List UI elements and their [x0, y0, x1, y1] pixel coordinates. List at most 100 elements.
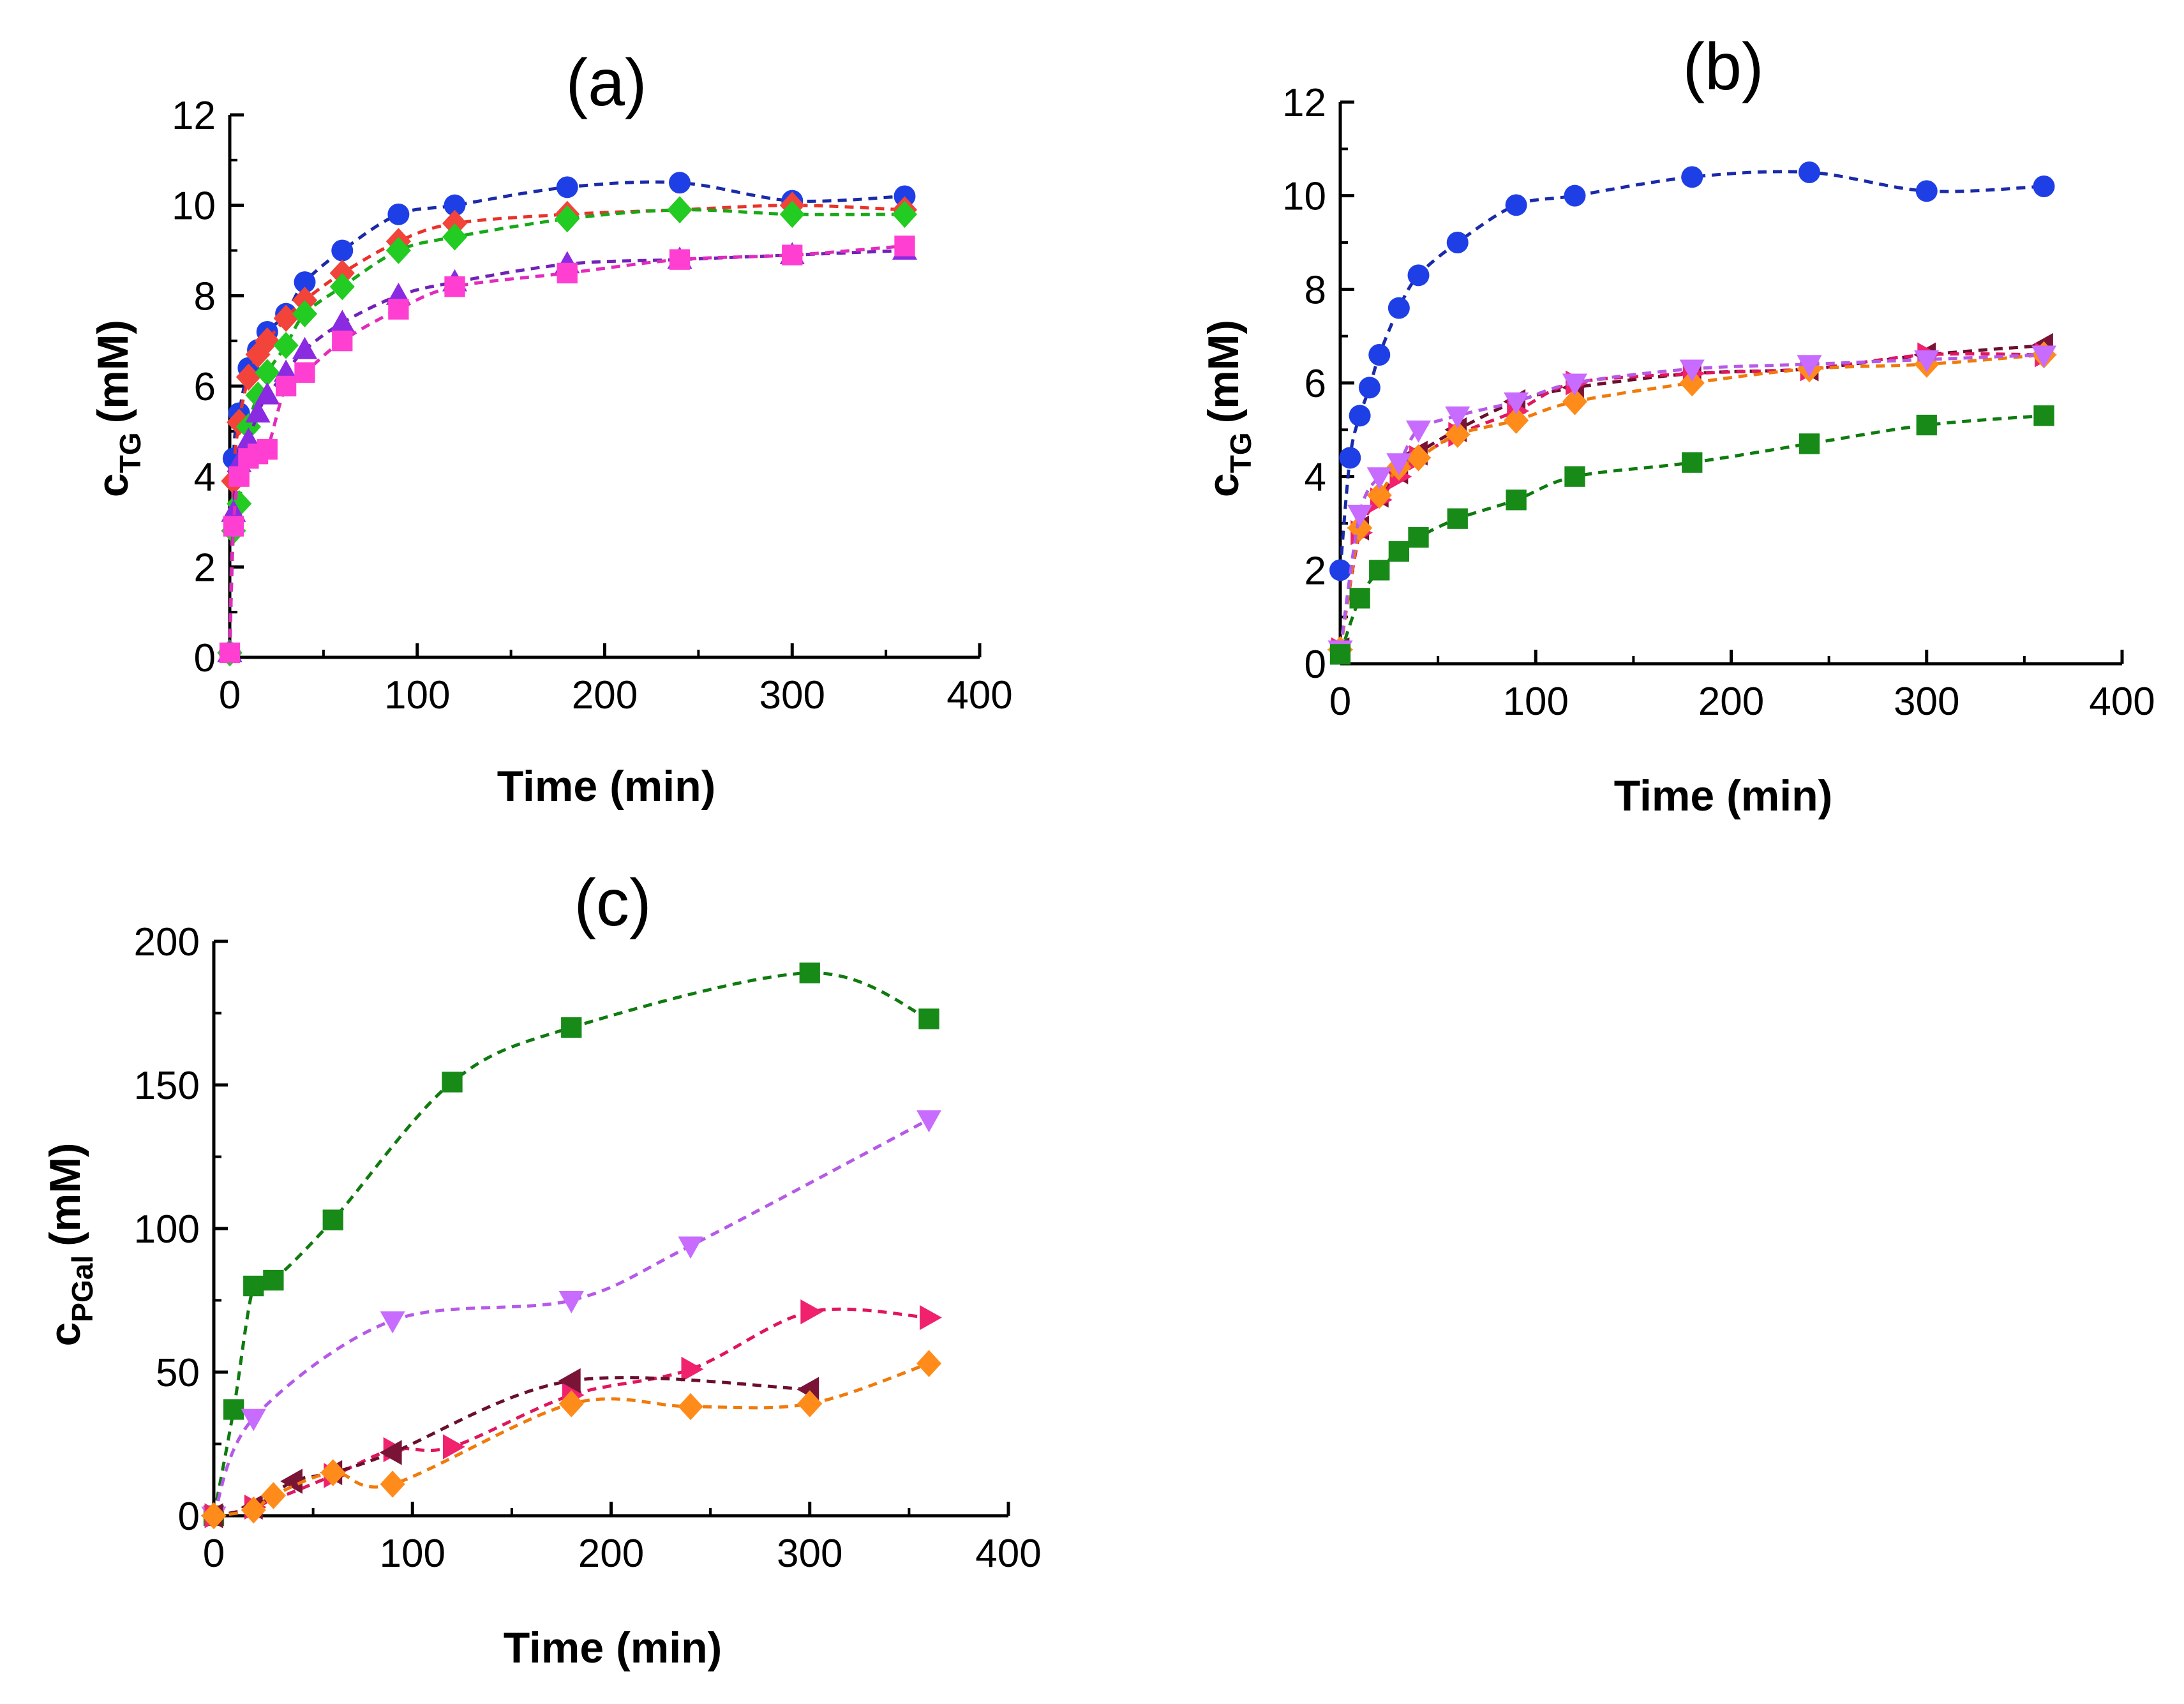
data-point — [260, 1482, 286, 1509]
data-point — [894, 235, 915, 257]
data-point — [273, 304, 299, 332]
x-tick-label: 200 — [1698, 680, 1764, 724]
data-point — [1366, 481, 1392, 509]
data-point — [444, 276, 465, 297]
data-point — [1388, 541, 1410, 562]
data-point — [1916, 414, 1937, 436]
y-tick-label: 8 — [1305, 268, 1326, 312]
data-point — [241, 1496, 266, 1524]
data-point — [444, 194, 466, 216]
data-point — [1369, 560, 1390, 581]
data-point — [1347, 514, 1373, 542]
data-point — [782, 244, 803, 265]
data-point — [669, 172, 691, 194]
data-point — [1339, 447, 1361, 469]
x-tick-label: 0 — [1329, 680, 1351, 724]
data-point — [1405, 444, 1432, 472]
data-point — [1915, 180, 1938, 202]
data-point — [799, 962, 820, 983]
y-tick-label: 12 — [172, 94, 216, 138]
y-tick-label: 4 — [194, 456, 216, 500]
data-point — [380, 1470, 405, 1498]
data-point — [797, 1390, 823, 1417]
x-axis-label: Time (min) — [1614, 772, 1833, 820]
data-point — [916, 1110, 941, 1133]
data-point — [273, 332, 299, 359]
data-point — [331, 239, 354, 262]
data-point — [443, 1434, 465, 1460]
series-line — [212, 971, 930, 1516]
y-tick-label: 2 — [1305, 549, 1326, 593]
data-point — [227, 490, 252, 518]
data-point — [442, 1072, 463, 1093]
data-point — [223, 1399, 244, 1420]
x-axis-label: Time (min) — [504, 1624, 722, 1672]
data-point — [379, 1440, 402, 1465]
data-point — [1358, 377, 1380, 399]
x-tick-label: 300 — [1894, 680, 1959, 724]
data-point — [380, 1311, 405, 1334]
data-point — [1405, 420, 1432, 443]
panel-title: (c) — [574, 866, 651, 940]
y-tick-label: 0 — [178, 1495, 200, 1539]
data-point — [292, 300, 318, 327]
data-point — [556, 176, 578, 198]
data-point — [678, 1236, 703, 1259]
x-tick-label: 300 — [759, 673, 825, 717]
data-point — [1504, 407, 1529, 434]
x-tick-label: 100 — [384, 673, 450, 717]
data-point — [1445, 421, 1470, 448]
y-axis-label-main: c — [89, 473, 137, 497]
y-axis-label-group: cTG (mM) — [1199, 320, 1257, 497]
data-point — [292, 336, 318, 359]
data-point — [228, 466, 250, 487]
y-tick-label: 6 — [1305, 362, 1326, 406]
data-point — [555, 205, 580, 233]
y-axis-label-main: c — [41, 1322, 89, 1347]
data-point — [1799, 161, 1820, 183]
chart-panel-b: (b) 0 100 200 300 400 0 2 4 6 8 10 12 Time (min) cT… — [1199, 30, 2155, 820]
data-point — [332, 331, 353, 352]
data-point — [1797, 355, 1822, 378]
panel-title: (a) — [565, 46, 647, 120]
data-point — [1407, 264, 1430, 287]
x-tick-label: 0 — [219, 673, 241, 717]
data-point — [2031, 345, 2057, 368]
data-point — [255, 359, 280, 386]
series-violet-down-triangles — [1328, 345, 2057, 663]
x-tick-label: 300 — [777, 1532, 842, 1576]
data-point — [294, 362, 315, 383]
y-axis-label-group: cTG (mM) — [89, 320, 147, 497]
data-point — [1914, 350, 1940, 373]
chart-panel-c: (c) 0 100 200 300 400 0 50 100 150 200 Time (min)… — [41, 866, 1042, 1672]
data-point — [257, 439, 278, 460]
x-tick-label: 200 — [578, 1532, 644, 1576]
y-axis-label-group: cPGal (mM) — [41, 1142, 99, 1346]
x-tick-label: 400 — [946, 673, 1012, 717]
data-point — [280, 1469, 303, 1494]
chart-panel-a: (a) 0 100 200 300 400 0 2 4 6 8 10 12 Time (min) cT… — [89, 46, 1013, 811]
data-point — [557, 262, 578, 284]
series-magenta-squares — [219, 235, 915, 664]
plot-frame-b: 0 100 200 300 400 0 2 4 6 8 10 12 — [1282, 81, 2155, 724]
data-point — [1562, 373, 1588, 396]
x-tick-label: 0 — [203, 1532, 225, 1576]
y-tick-label: 200 — [134, 920, 200, 964]
data-point — [1504, 392, 1529, 415]
data-point — [243, 1275, 264, 1297]
series-blue-circles — [1329, 161, 2055, 581]
data-point — [387, 203, 410, 225]
data-point — [275, 375, 297, 397]
y-tick-label: 100 — [134, 1207, 200, 1252]
y-tick-label: 10 — [1282, 175, 1326, 219]
data-point — [1386, 453, 1412, 476]
data-point — [800, 1299, 823, 1325]
plot-frame-c: 0 100 200 300 400 0 50 100 150 200 — [134, 920, 1042, 1576]
x-axis-label: Time (min) — [497, 762, 716, 811]
y-tick-label: 6 — [194, 365, 216, 409]
data-point — [1366, 467, 1392, 490]
data-point — [1329, 559, 1351, 581]
data-point — [1447, 508, 1468, 529]
data-point — [920, 1305, 942, 1331]
